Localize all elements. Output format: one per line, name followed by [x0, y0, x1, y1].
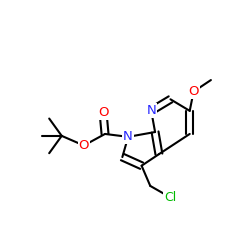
Text: O: O [98, 106, 108, 119]
Text: N: N [123, 130, 133, 143]
Text: Cl: Cl [164, 191, 176, 204]
Text: O: O [78, 139, 89, 152]
Text: N: N [146, 104, 156, 117]
Text: O: O [188, 85, 199, 98]
